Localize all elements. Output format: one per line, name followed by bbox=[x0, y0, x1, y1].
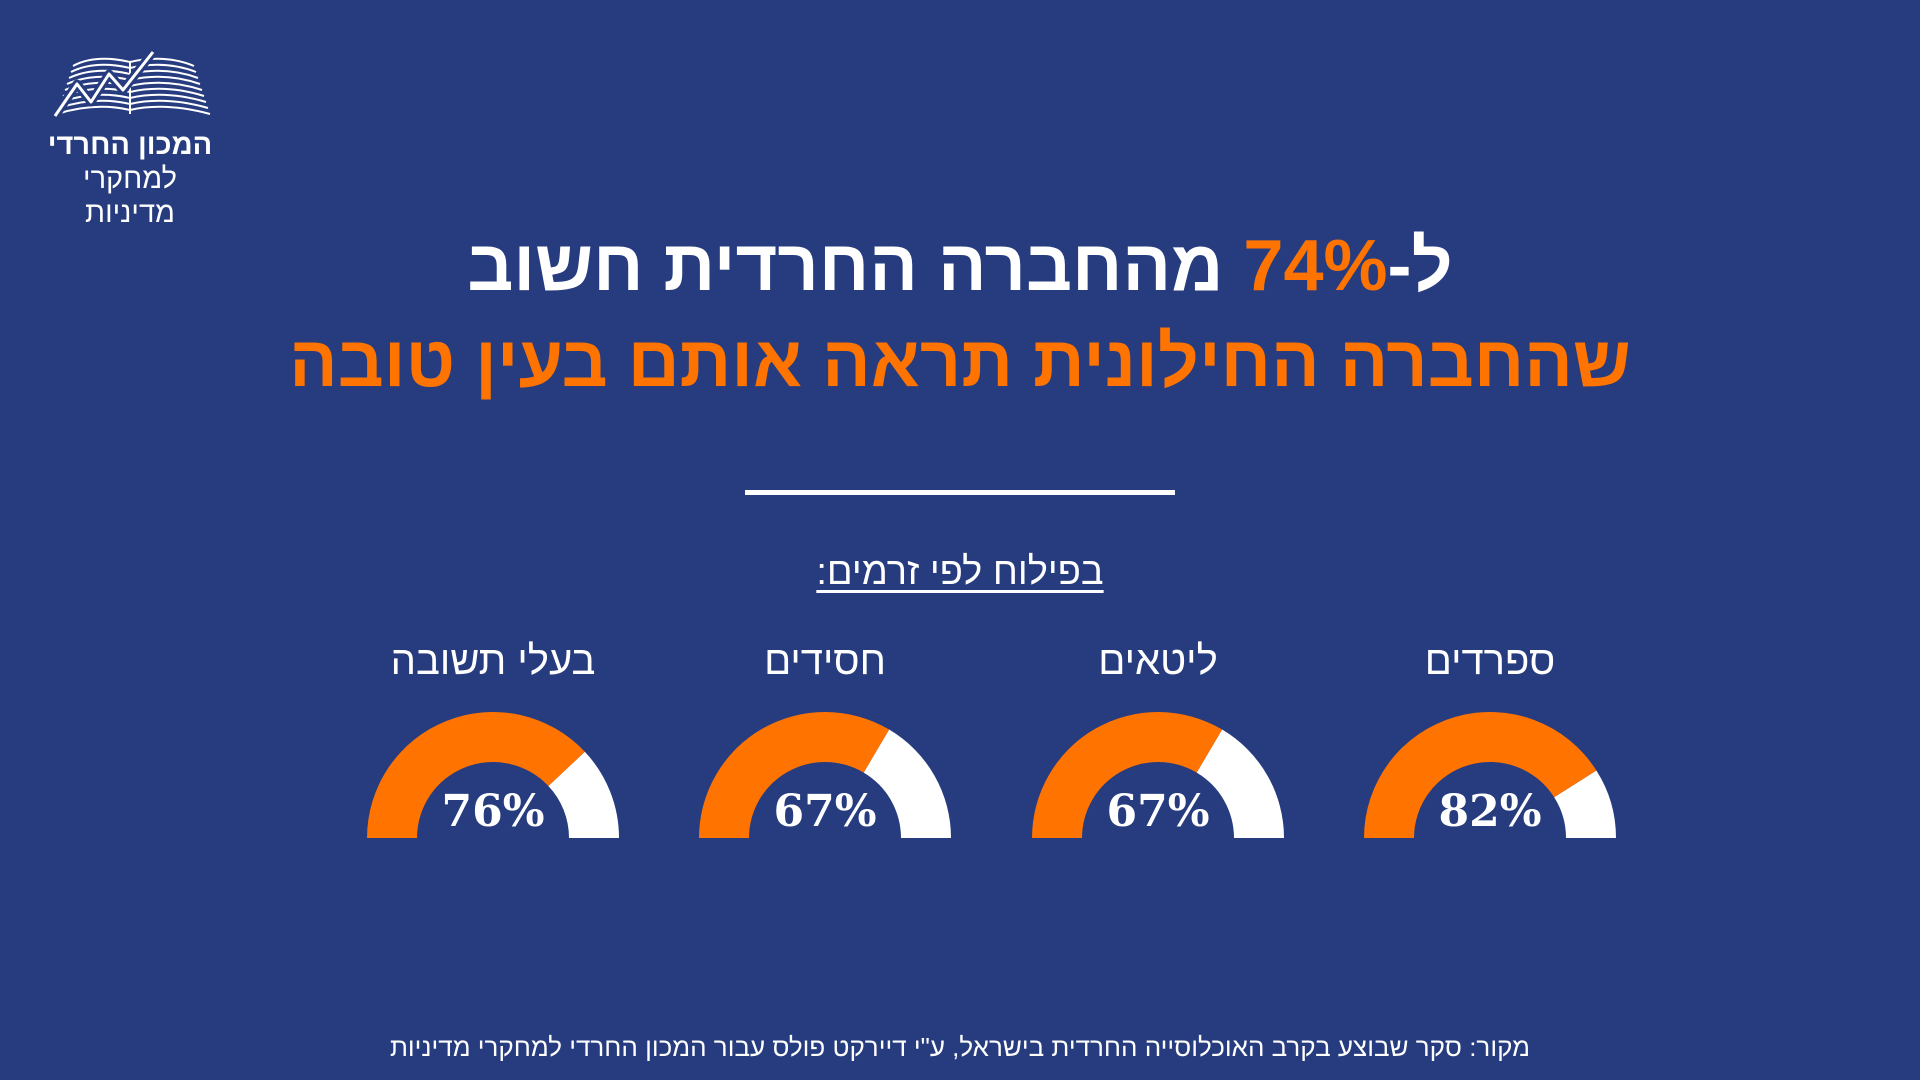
gauge: 76% bbox=[367, 712, 619, 838]
gauge-remainder-arc bbox=[548, 751, 619, 838]
headline-line-1: ל-74% מהחברה החרדית חשוב bbox=[0, 220, 1920, 312]
book-chart-logo-icon bbox=[51, 49, 211, 119]
gauge-remainder-arc bbox=[1554, 770, 1616, 838]
gauge-category-label: בעלי תשובה bbox=[390, 639, 596, 683]
gauge-value-label: 67% bbox=[773, 786, 876, 837]
gauge-value-label: 82% bbox=[1438, 786, 1541, 837]
headline-suffix: מהחברה החרדית חשוב bbox=[467, 226, 1244, 306]
logo-subtitle: למחקרי מדיניות bbox=[83, 163, 177, 229]
gauge-value-arc bbox=[699, 711, 890, 838]
divider-line bbox=[745, 490, 1175, 495]
gauge-category-label: ספרדים bbox=[1424, 639, 1556, 683]
headline-prefix: ל- bbox=[1387, 226, 1453, 306]
gauge-value-arc bbox=[1032, 712, 1223, 838]
logo-title: המכון החרדי bbox=[47, 129, 213, 161]
gauge-value-arc bbox=[367, 712, 585, 838]
gauge: 82% bbox=[1364, 711, 1616, 838]
gauge-value-label: 76% bbox=[441, 786, 544, 837]
gauge-category-label: חסידים bbox=[764, 639, 886, 683]
headline-highlight-percent: 74% bbox=[1243, 226, 1388, 306]
gauge: 67% bbox=[699, 711, 951, 838]
headline: ל-74% מהחברה החרדית חשוב שהחברה החילונית… bbox=[0, 220, 1920, 412]
gauge-remainder-arc bbox=[1196, 729, 1284, 838]
institute-logo: המכון החרדי למחקרי מדיניות bbox=[40, 44, 220, 230]
source-note: מקור: סקר שבוצע בקרב האוכלוסייה החרדית ב… bbox=[389, 1032, 1531, 1062]
gauge-remainder-arc bbox=[863, 729, 951, 838]
gauge-category-label: ליטאים bbox=[1098, 639, 1218, 683]
gauge: 67% bbox=[1032, 712, 1284, 838]
gauge-value-label: 67% bbox=[1106, 786, 1209, 837]
gauge-value-arc bbox=[1364, 711, 1597, 838]
breakdown-title: בפילוח לפי זרמים: bbox=[816, 551, 1104, 593]
headline-line-2: שהחברה החילונית תראה אותם בעין טובה bbox=[289, 322, 1631, 402]
